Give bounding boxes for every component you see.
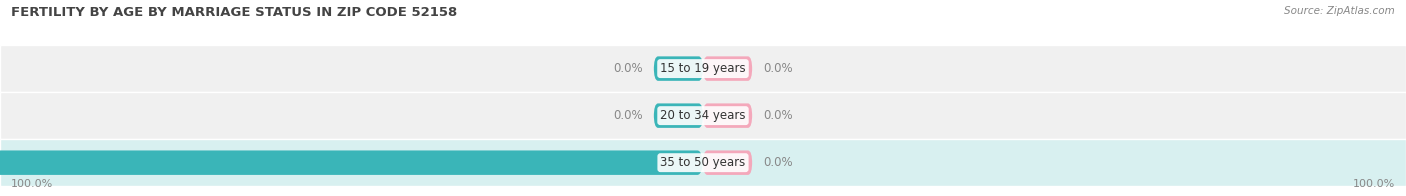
FancyBboxPatch shape: [703, 56, 752, 81]
Text: Source: ZipAtlas.com: Source: ZipAtlas.com: [1284, 6, 1395, 16]
FancyBboxPatch shape: [703, 151, 752, 175]
Text: 0.0%: 0.0%: [763, 109, 793, 122]
FancyBboxPatch shape: [0, 151, 703, 175]
Text: 0.0%: 0.0%: [613, 62, 643, 75]
Text: FERTILITY BY AGE BY MARRIAGE STATUS IN ZIP CODE 52158: FERTILITY BY AGE BY MARRIAGE STATUS IN Z…: [11, 6, 457, 19]
Bar: [0, 92, 1406, 139]
Text: 100.0%: 100.0%: [11, 179, 53, 189]
Text: 0.0%: 0.0%: [613, 109, 643, 122]
Text: 20 to 34 years: 20 to 34 years: [661, 109, 745, 122]
Text: 0.0%: 0.0%: [763, 62, 793, 75]
Bar: [0, 45, 1406, 92]
Text: 15 to 19 years: 15 to 19 years: [661, 62, 745, 75]
FancyBboxPatch shape: [654, 103, 703, 128]
Text: 0.0%: 0.0%: [763, 156, 793, 169]
Text: 100.0%: 100.0%: [1353, 179, 1395, 189]
FancyBboxPatch shape: [703, 103, 752, 128]
FancyBboxPatch shape: [654, 56, 703, 81]
Bar: [0, 139, 1406, 186]
Text: 35 to 50 years: 35 to 50 years: [661, 156, 745, 169]
